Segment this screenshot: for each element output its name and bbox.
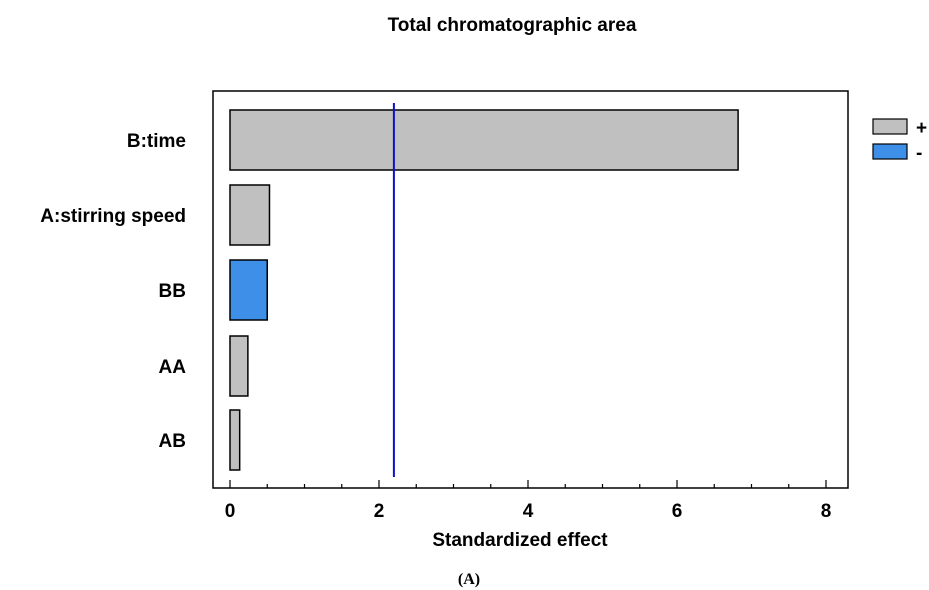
legend-label: - [916, 143, 922, 164]
figure-caption: (A) [458, 571, 480, 588]
bar-3 [229, 259, 268, 321]
bar-1 [229, 109, 739, 171]
chart-title: Total chromatographic area [388, 15, 637, 36]
legend-label: + [916, 118, 927, 139]
bar-5 [229, 409, 241, 471]
bar-2 [229, 184, 271, 246]
plot-frame [212, 90, 849, 489]
x-tick-label: 8 [821, 501, 832, 522]
bar-4 [229, 335, 249, 397]
x-tick-label: 2 [374, 501, 385, 522]
category-label: AA [159, 357, 187, 378]
legend: +- [872, 118, 927, 164]
legend-swatch [872, 143, 908, 160]
category-label: A:stirring speed [40, 206, 186, 227]
legend-swatch [872, 118, 908, 135]
x-axis-label: Standardized effect [432, 530, 608, 551]
category-label: B:time [127, 131, 186, 152]
x-tick-label: 4 [523, 501, 534, 522]
category-label: AB [159, 431, 186, 452]
category-label: BB [159, 281, 186, 302]
x-tick-label: 6 [672, 501, 683, 522]
x-tick-label: 0 [225, 501, 236, 522]
